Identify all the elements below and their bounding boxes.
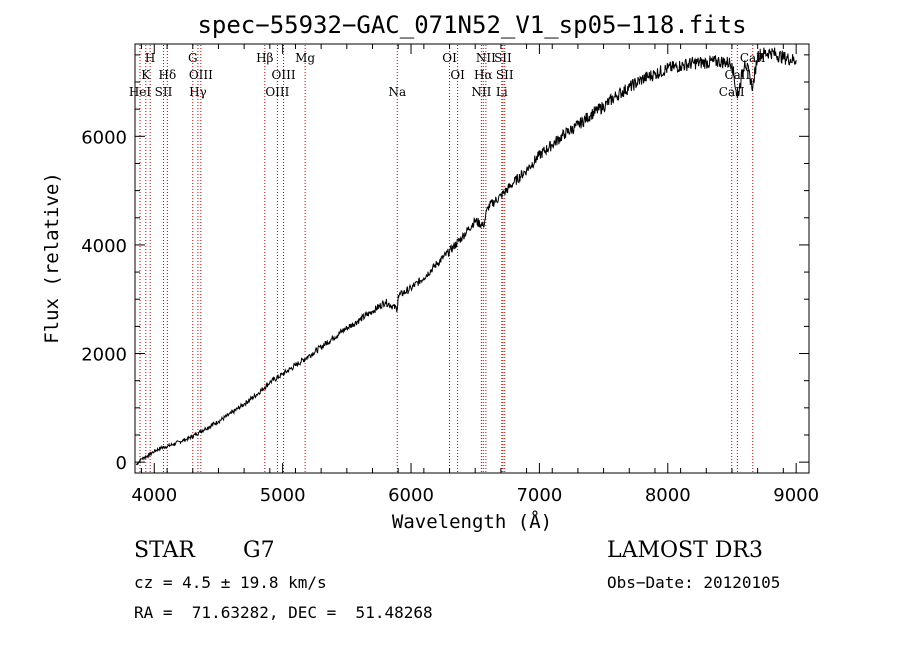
marker-label-8: Hβ xyxy=(256,51,273,65)
marker-label-1: K xyxy=(141,68,151,82)
x-tick-label-4: 8000 xyxy=(645,485,691,506)
marker-label-14: OI xyxy=(450,68,465,82)
marker-label-0: HeI xyxy=(129,85,152,99)
x-axis-label: Wavelength (Å) xyxy=(392,510,552,533)
y-axis-label: Flux (relative) xyxy=(41,172,63,344)
y-axis: 0 2000 4000 6000 xyxy=(81,54,809,474)
y-tick-label-2: 4000 xyxy=(81,236,127,257)
x-tick-label-3: 7000 xyxy=(516,485,562,506)
subclass: G7 xyxy=(243,538,275,563)
marker-label-21: CaII xyxy=(719,85,745,99)
marker-label-11: Mg xyxy=(295,51,315,65)
obs-date: Obs−Date: 20120105 xyxy=(607,573,781,592)
marker-label-18: Li xyxy=(496,85,508,99)
marker-label-7: OIII xyxy=(189,68,213,82)
y-tick-label-3: 6000 xyxy=(81,127,127,148)
x-tick-label-0: 4000 xyxy=(131,485,177,506)
survey-name: LAMOST DR3 xyxy=(607,538,763,563)
x-tick-label-2: 6000 xyxy=(388,485,434,506)
marker-label-2: H xyxy=(145,51,155,65)
marker-label-17: NII xyxy=(476,51,496,65)
marker-label-20: SII xyxy=(496,68,514,82)
marker-label-9: OIII xyxy=(265,85,289,99)
object-class: STAR xyxy=(134,538,195,563)
marker-label-13: OI xyxy=(442,51,457,65)
x-axis: 4000 5000 6000 7000 8000 9000 xyxy=(131,44,819,506)
y-tick-label-1: 2000 xyxy=(81,345,127,366)
marker-label-5: G xyxy=(188,51,198,65)
marker-label-6: Hγ xyxy=(189,85,207,99)
coordinates-text: RA = 71.63282, DEC = 51.48268 xyxy=(134,603,433,622)
x-tick-label-1: 5000 xyxy=(260,485,306,506)
marker-label-4: Hδ xyxy=(159,68,177,82)
y-tick-label-0: 0 xyxy=(116,453,127,474)
spectrum-series xyxy=(135,47,797,466)
marker-label-10: OIII xyxy=(272,68,296,82)
marker-label-15: NII xyxy=(471,85,491,99)
redshift-text: cz = 4.5 ± 19.8 km/s xyxy=(134,573,327,592)
marker-label-16: Hα xyxy=(474,68,493,82)
emission-line-markers xyxy=(139,45,754,472)
plot-frame xyxy=(134,43,810,474)
marker-label-19: SII xyxy=(494,51,512,65)
marker-label-3: SII xyxy=(155,85,173,99)
chart-title: spec−55932−GAC_071N52_V1_sp05−118.fits xyxy=(197,11,746,39)
emission-line-labels: HeI KH SII Hδ G Hγ OIII Hβ OIII OIII Mg Na OI OI NII Hα… xyxy=(129,51,766,99)
marker-label-12: Na xyxy=(388,85,406,99)
x-tick-label-5: 9000 xyxy=(773,485,819,506)
